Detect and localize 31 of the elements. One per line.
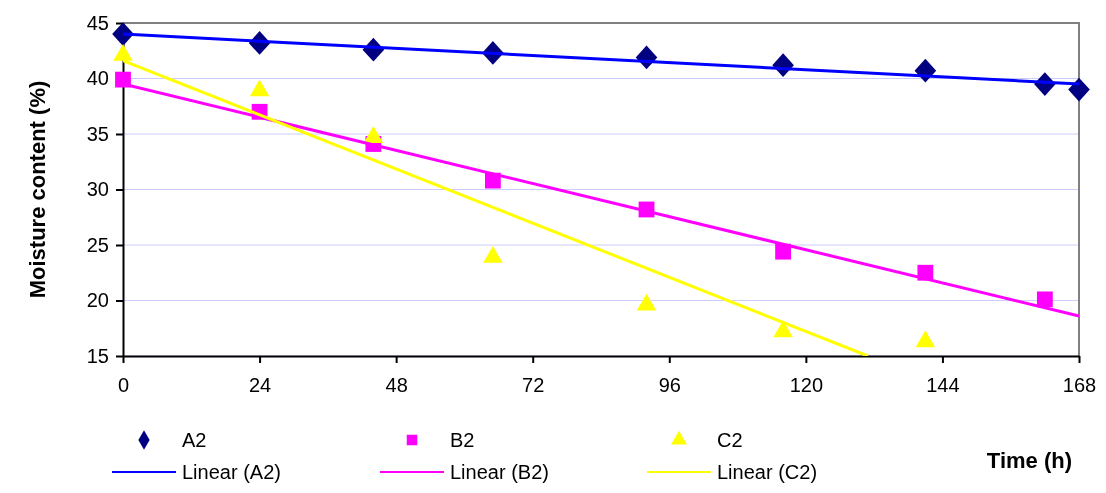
x-tick-label: 168 <box>1062 374 1097 396</box>
y-tick-label: 15 <box>86 344 109 367</box>
x-tick-label: 24 <box>248 374 272 396</box>
x-axis-title: Time (h) <box>986 448 1072 473</box>
x-tick-label: 120 <box>789 374 824 396</box>
y-tick-label: 20 <box>86 289 109 312</box>
point <box>115 71 131 88</box>
y-tick-label: 35 <box>86 122 109 145</box>
point <box>483 245 503 263</box>
y-tick-label: 45 <box>86 11 109 34</box>
y-tick-label: 40 <box>86 67 109 90</box>
point <box>773 320 793 338</box>
y-tick-label: 30 <box>86 178 109 201</box>
legend-label: B2 <box>450 429 475 451</box>
point <box>1068 77 1090 102</box>
x-tick-label: 144 <box>926 374 960 396</box>
y-tick-label: 25 <box>86 233 109 256</box>
point <box>636 293 657 311</box>
legend-label: A2 <box>182 429 207 451</box>
legend-label: C2 <box>717 429 743 451</box>
x-tick-label: 72 <box>522 374 545 396</box>
x-tick-label: 48 <box>385 374 408 396</box>
x-tick-label: 96 <box>658 374 681 396</box>
point <box>1036 291 1053 308</box>
point <box>775 243 791 260</box>
legend-label: Linear (B2) <box>450 461 549 483</box>
point <box>915 330 936 348</box>
x-tick-label: 0 <box>117 374 130 396</box>
legend-label: Linear (C2) <box>717 461 818 483</box>
legend-label: Linear (A2) <box>182 461 281 483</box>
y-axis-title: Moisture content (%) <box>25 80 50 299</box>
